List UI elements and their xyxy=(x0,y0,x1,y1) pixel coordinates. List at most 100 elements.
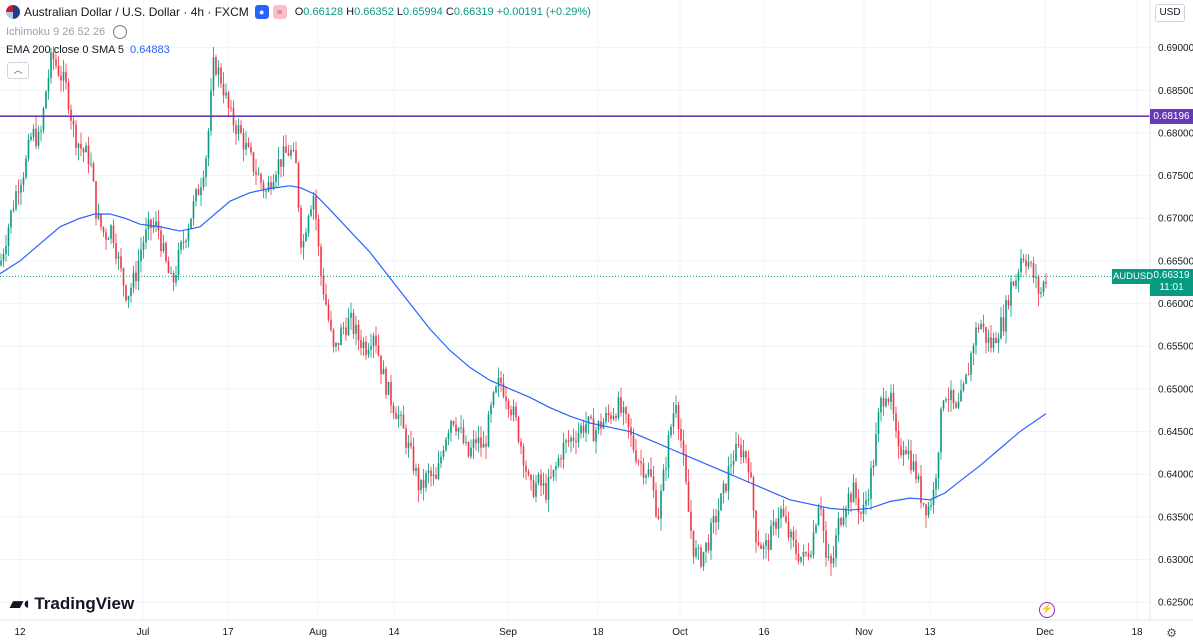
candle-body xyxy=(712,516,715,523)
candle-body xyxy=(572,437,575,441)
candle-body xyxy=(665,468,667,470)
candle-body xyxy=(122,268,125,286)
candle-body xyxy=(127,296,130,301)
candle-body xyxy=(20,184,22,193)
candle-body xyxy=(77,143,80,148)
candle-body xyxy=(90,163,92,165)
candle-body xyxy=(840,518,842,525)
candle-body xyxy=(160,230,162,251)
candle-body xyxy=(125,285,127,301)
candle-body xyxy=(1032,262,1035,278)
ichimoku-legend[interactable]: Ichimoku 9 26 52 26 xyxy=(6,25,128,39)
collapse-legend-button[interactable]: ︿ xyxy=(7,62,29,79)
candle-body xyxy=(235,125,237,135)
candle-body xyxy=(647,469,650,476)
candle-body xyxy=(760,544,762,549)
candle-body xyxy=(1025,260,1027,267)
price-axis[interactable]: 0.69000 0.68500 0.68000 0.67500 0.67000 0.665… xyxy=(1158,43,1193,609)
candle-body xyxy=(637,461,640,463)
candle-body xyxy=(707,542,710,551)
candle-body xyxy=(242,133,245,150)
currency-button[interactable]: USD xyxy=(1155,4,1185,22)
brand-name: TradingView xyxy=(34,594,135,613)
candle-body xyxy=(575,440,577,443)
candle-body xyxy=(985,327,987,343)
candle-body xyxy=(512,406,515,416)
candle-body xyxy=(172,273,175,283)
candle-body xyxy=(297,163,300,209)
candle-body xyxy=(230,107,232,109)
candle-body xyxy=(152,225,155,229)
candle-body xyxy=(905,449,907,455)
candle-body xyxy=(447,432,450,440)
candle-body xyxy=(412,446,415,472)
candle-body xyxy=(702,551,705,567)
candle-body xyxy=(237,125,240,135)
candle-body xyxy=(757,542,760,545)
candle-body xyxy=(102,226,105,233)
x-tick-label: 18 xyxy=(1131,627,1143,638)
candle-body xyxy=(485,443,487,447)
time-axis[interactable]: 12 Jul 17 Aug 14 Sep 18 Oct 16 Nov 13 Dec 18 xyxy=(14,627,1143,638)
candle-body xyxy=(280,159,282,167)
candle-body xyxy=(132,272,135,288)
candle-body xyxy=(322,275,325,295)
candle-body xyxy=(717,510,720,523)
candle-body xyxy=(875,434,877,466)
candle-body xyxy=(205,158,207,178)
candle-body xyxy=(442,450,445,457)
candle-body xyxy=(267,182,270,192)
candle-body xyxy=(12,208,15,211)
candle-body xyxy=(377,345,380,356)
candle-body xyxy=(167,260,170,274)
candle-body xyxy=(140,249,142,261)
candle-body xyxy=(925,504,927,516)
candle-body xyxy=(972,345,975,354)
candle-body xyxy=(345,327,347,336)
compare-icon[interactable]: ≈ xyxy=(272,5,287,19)
x-tick-label: 16 xyxy=(758,627,770,638)
candle-body xyxy=(922,502,925,505)
candle-body xyxy=(225,92,227,96)
candle-body xyxy=(577,433,580,443)
candle-body xyxy=(1045,281,1047,284)
hidden-eye-icon[interactable] xyxy=(113,25,128,39)
candle-body xyxy=(325,294,327,305)
x-tick-label: Sep xyxy=(499,627,517,638)
candle-body xyxy=(602,421,605,429)
y-tick-label: 0.66000 xyxy=(1158,299,1193,310)
gear-icon[interactable]: ⚙ xyxy=(1166,626,1177,640)
ohlc-values: O0.66128 H0.66352 L0.65994 C0.66319 +0.0… xyxy=(294,6,591,18)
candle-body xyxy=(210,90,212,131)
candle-body xyxy=(935,478,937,490)
symbol-title[interactable]: Australian Dollar / U.S. Dollar · 4h · F… xyxy=(24,5,249,19)
candle-body xyxy=(560,458,562,460)
candle-body xyxy=(722,483,725,494)
lightning-icon[interactable]: ⚡ xyxy=(1039,602,1055,618)
candle-body xyxy=(962,383,965,391)
y-tick-label: 0.68500 xyxy=(1158,86,1193,97)
candle-body xyxy=(752,477,755,511)
candle-body xyxy=(505,396,507,401)
candle-body xyxy=(645,475,647,478)
candle-body xyxy=(370,346,372,350)
candle-body xyxy=(550,476,552,478)
candle-body xyxy=(425,472,427,488)
candle-body xyxy=(400,414,402,416)
ema-legend[interactable]: EMA 200 close 0 SMA 5 0.64883 xyxy=(6,44,170,56)
candle-body xyxy=(630,427,632,436)
candle-body xyxy=(305,232,307,242)
candle-body xyxy=(1007,300,1010,306)
candle-body xyxy=(872,465,875,468)
candle-body xyxy=(65,71,67,83)
candle-body xyxy=(830,556,832,564)
candle-body xyxy=(120,256,122,269)
candle-body xyxy=(595,430,597,442)
candle-body xyxy=(932,489,935,506)
candle-body xyxy=(895,413,897,432)
candle-body xyxy=(135,272,137,282)
candle-body xyxy=(200,187,202,196)
candle-body xyxy=(747,457,750,473)
x-tick-label: 14 xyxy=(388,627,400,638)
